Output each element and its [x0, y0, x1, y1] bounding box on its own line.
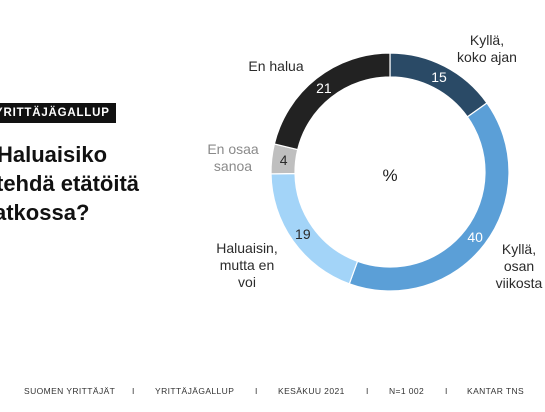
footer-sample: N=1 002	[389, 386, 425, 396]
gallup-badge: YRITTÄJÄGALLUP	[0, 103, 116, 123]
footer-separator: I	[366, 386, 369, 396]
slice-value-label: 15	[431, 69, 447, 85]
footer-survey: YRITTÄJÄGALLUP	[155, 386, 235, 396]
slice-category-label: En osaa sanoa	[207, 141, 259, 174]
title-line-3: atkossa?	[0, 200, 90, 225]
donut-slice	[348, 102, 510, 292]
slice-category-label-line: Haluaisin,	[216, 240, 277, 256]
slice-value-label: 21	[316, 80, 332, 96]
donut-slice	[273, 52, 391, 151]
title-line-2: tehdä etätöitä	[0, 171, 140, 196]
slice-value-label: 19	[295, 226, 311, 242]
title-line-1: Haluaisiko	[0, 142, 108, 167]
footer-source: SUOMEN YRITTÄJÄT	[24, 386, 116, 396]
slice-category-label-line: mutta en	[220, 257, 274, 273]
slice-category-label-line: Kyllä,	[502, 241, 536, 257]
footer-company: KANTAR TNS	[467, 386, 525, 396]
slice-category-label-line: En osaa	[207, 141, 259, 157]
center-percent-label: %	[382, 166, 397, 185]
footer-separator: I	[255, 386, 258, 396]
donut-slices	[270, 52, 510, 292]
slice-value-label: 4	[280, 152, 288, 168]
donut-slice	[270, 172, 359, 285]
slice-category-label: Kyllä, koko ajan	[457, 32, 517, 65]
slice-value-label: 40	[467, 229, 483, 245]
slice-category-label-line: osan	[504, 258, 534, 274]
footer: SUOMEN YRITTÄJÄT I YRITTÄJÄGALLUP I KESÄ…	[0, 386, 545, 400]
footer-separator: I	[445, 386, 448, 396]
slice-value-labels: 15 40 19 4 21	[280, 69, 483, 245]
footer-date: KESÄKUU 2021	[278, 386, 345, 396]
slice-category-label: Kyllä, osan viikosta	[496, 241, 543, 291]
slice-category-label: Haluaisin, mutta en voi	[216, 240, 277, 290]
slice-category-label-line: voi	[238, 274, 256, 290]
slice-category-label-line: koko ajan	[457, 49, 517, 65]
slice-category-label-line: viikosta	[496, 275, 543, 291]
slice-category-label-line: En halua	[248, 58, 303, 74]
slice-category-label-line: Kyllä,	[470, 32, 504, 48]
slice-category-label-line: sanoa	[214, 158, 252, 174]
footer-separator: I	[132, 386, 135, 396]
question-title: Haluaisiko tehdä etätöitä atkossa?	[0, 140, 200, 227]
slice-category-label: En halua	[248, 58, 303, 74]
